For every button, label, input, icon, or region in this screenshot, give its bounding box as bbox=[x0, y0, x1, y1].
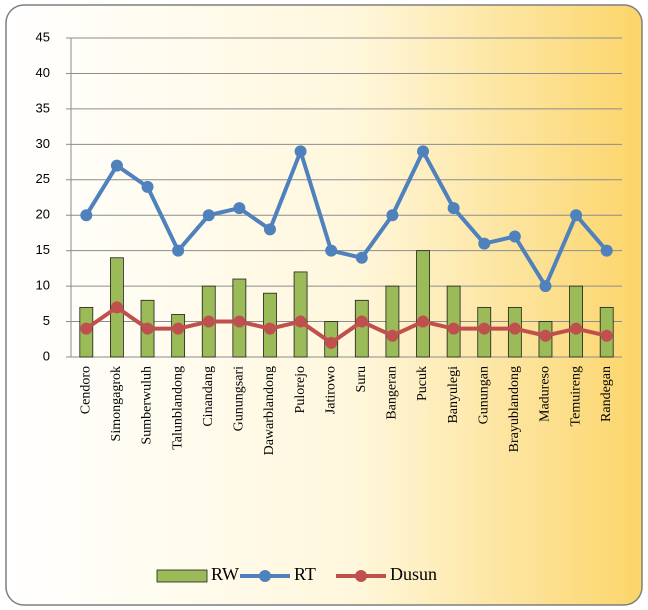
legend-label: RT bbox=[294, 564, 316, 584]
marker bbox=[172, 244, 185, 257]
bar bbox=[354, 299, 369, 358]
x-tick-label: Temuireng bbox=[568, 366, 583, 426]
y-tick-label: 0 bbox=[43, 348, 50, 363]
x-tick-label: Cinandang bbox=[201, 366, 216, 427]
bar bbox=[416, 250, 430, 358]
marker bbox=[447, 322, 460, 335]
x-tick-label: Pulorejo bbox=[293, 366, 308, 413]
marker bbox=[417, 315, 430, 328]
x-tick-label: Madureso bbox=[538, 366, 553, 422]
x-tick-label: Brayublandong bbox=[507, 366, 522, 452]
y-tick-label: 35 bbox=[36, 100, 50, 115]
bar bbox=[446, 285, 461, 358]
marker bbox=[263, 223, 276, 236]
x-tick-label: Simongagrok bbox=[109, 366, 124, 441]
x-tick-label: Bangeran bbox=[385, 366, 400, 420]
marker bbox=[508, 322, 521, 335]
y-tick-label: 30 bbox=[36, 136, 50, 151]
legend-label: RW bbox=[211, 564, 239, 584]
marker bbox=[141, 180, 154, 193]
chart-background bbox=[5, 4, 643, 606]
marker bbox=[600, 244, 613, 257]
marker bbox=[294, 315, 307, 328]
marker bbox=[355, 251, 368, 264]
marker bbox=[539, 329, 552, 342]
y-tick-label: 10 bbox=[36, 278, 50, 293]
marker bbox=[233, 315, 246, 328]
bar bbox=[569, 285, 583, 358]
x-tick-label: Gunungan bbox=[476, 366, 491, 424]
x-tick-label: Sumberwuluh bbox=[140, 366, 155, 445]
marker bbox=[172, 322, 185, 335]
marker bbox=[355, 315, 368, 328]
marker bbox=[202, 209, 215, 222]
x-tick-label: Cendoro bbox=[79, 366, 94, 414]
marker bbox=[386, 209, 399, 222]
marker bbox=[294, 145, 307, 158]
x-tick-label: Dawarblandong bbox=[262, 366, 277, 455]
marker bbox=[202, 315, 215, 328]
x-tick-label: Banyulegi bbox=[446, 366, 461, 424]
marker bbox=[600, 329, 613, 342]
bar bbox=[171, 314, 186, 358]
marker bbox=[141, 322, 154, 335]
marker bbox=[570, 209, 583, 222]
y-tick-label: 5 bbox=[43, 313, 50, 328]
marker bbox=[263, 322, 276, 335]
marker bbox=[233, 202, 246, 215]
marker bbox=[447, 202, 460, 215]
x-tick-label: Gunungsari bbox=[232, 366, 247, 431]
line bbox=[84, 149, 609, 289]
x-tick-label: Pucuk bbox=[415, 366, 430, 401]
marker bbox=[570, 322, 583, 335]
marker bbox=[386, 329, 399, 342]
legend-swatch bbox=[156, 569, 208, 583]
marker bbox=[325, 336, 338, 349]
bar bbox=[385, 285, 400, 358]
y-tick-label: 45 bbox=[36, 29, 50, 44]
marker bbox=[539, 280, 552, 293]
marker bbox=[325, 244, 338, 257]
y-tick-label: 40 bbox=[36, 65, 50, 80]
marker bbox=[110, 301, 123, 314]
x-tick-label: Randegan bbox=[599, 366, 614, 422]
marker bbox=[478, 237, 491, 250]
marker bbox=[508, 230, 521, 243]
y-tick-label: 25 bbox=[36, 171, 50, 186]
marker bbox=[80, 322, 93, 335]
marker bbox=[478, 322, 491, 335]
legend-label: Dusun bbox=[390, 564, 437, 584]
legend-marker bbox=[355, 570, 367, 582]
marker bbox=[417, 145, 430, 158]
x-tick-label: Jatirowo bbox=[323, 366, 338, 414]
marker bbox=[80, 209, 93, 222]
y-tick-label: 15 bbox=[36, 242, 50, 257]
x-tick-label: Suru bbox=[354, 366, 369, 392]
y-tick-label: 20 bbox=[36, 207, 50, 222]
marker bbox=[110, 159, 123, 172]
x-tick-label: Talunblandong bbox=[170, 366, 185, 450]
legend-marker bbox=[259, 570, 271, 582]
bar bbox=[293, 271, 308, 358]
